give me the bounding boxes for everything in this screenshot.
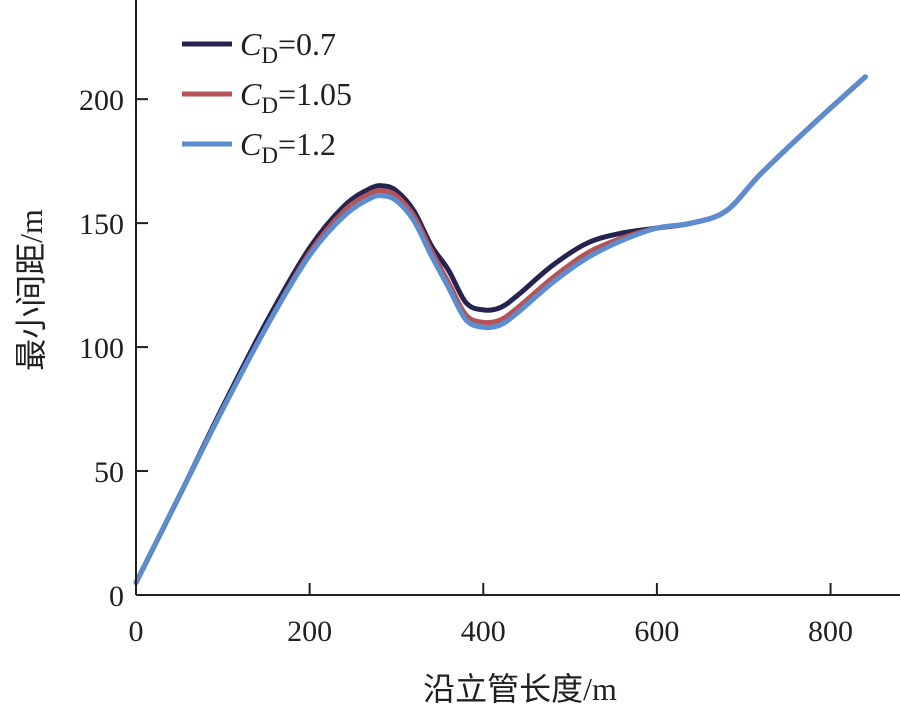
y-tick-label: 200 [79, 84, 124, 117]
y-tick-label: 150 [79, 208, 124, 241]
legend-label-3: CD=1.2 [240, 126, 336, 168]
legend-value: =1.05 [278, 76, 352, 112]
legend-label-1: CD=0.7 [240, 26, 336, 68]
legend-symbol: C [240, 76, 262, 112]
legend-value: =0.7 [278, 26, 336, 62]
series-line-3 [133, 74, 868, 586]
x-axis-label: 沿立管长度/m [423, 671, 617, 707]
axes: 0 200 400 600 800 0 50 100 150 200 [79, 0, 900, 648]
x-tick-label: 600 [634, 615, 679, 648]
legend-subscript: D [261, 93, 278, 118]
series-layer [133, 74, 868, 586]
legend-label-2: CD=1.05 [240, 76, 352, 118]
x-tick-label: 200 [287, 615, 332, 648]
y-tick-label: 0 [109, 580, 124, 613]
y-tick-label: 50 [94, 456, 124, 489]
x-tick-label: 0 [129, 615, 144, 648]
x-tick-label: 400 [461, 615, 506, 648]
legend-subscript: D [261, 43, 278, 68]
y-axis-label: 最小间距/m [13, 209, 49, 371]
legend-value: =1.2 [278, 126, 336, 162]
legend-symbol: C [240, 26, 262, 62]
legend-subscript: D [261, 143, 278, 168]
y-tick-label: 100 [79, 332, 124, 365]
legend-symbol: C [240, 126, 262, 162]
x-tick-label: 800 [808, 615, 853, 648]
